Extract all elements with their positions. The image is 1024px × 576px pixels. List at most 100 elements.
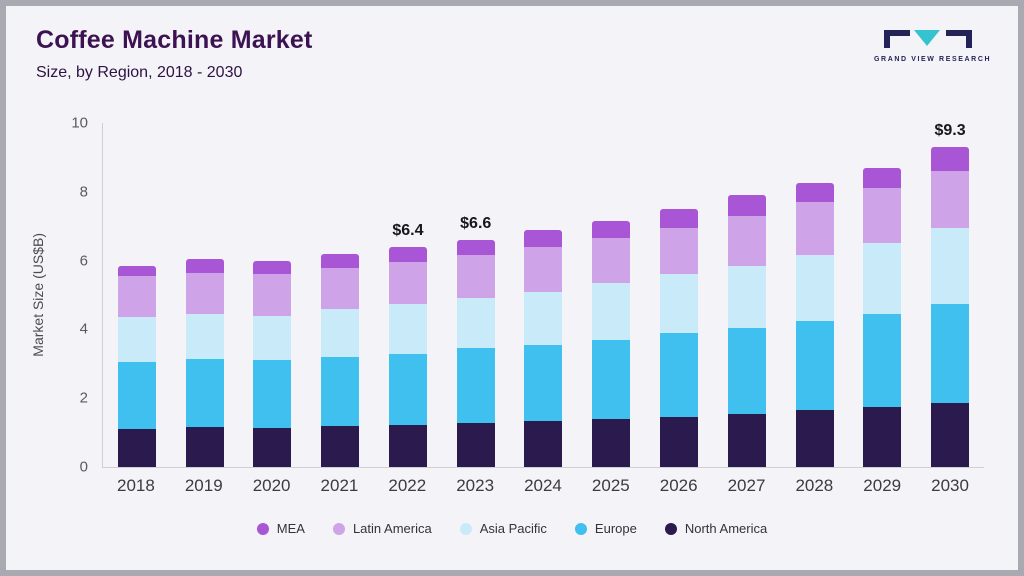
legend-item-north-america: North America xyxy=(664,521,768,536)
bar-stack xyxy=(524,229,563,467)
bar-segment-latin-america xyxy=(727,215,766,266)
bar-value-label: $9.3 xyxy=(934,122,966,140)
legend-item-mea: MEA xyxy=(256,521,305,536)
legend-color-dot xyxy=(664,522,677,535)
bar-segment-latin-america xyxy=(456,255,495,299)
bar-segment-latin-america xyxy=(931,171,970,228)
bar-stack xyxy=(321,253,360,467)
y-tick-label: 2 xyxy=(79,389,88,407)
bar-segment-europe xyxy=(185,358,224,428)
bar-segment-latin-america xyxy=(253,274,292,316)
legend-color-dot xyxy=(459,522,472,535)
bar-segment-north-america xyxy=(727,413,766,467)
x-tick-label: 2018 xyxy=(117,476,155,495)
bar-segment-europe xyxy=(321,356,360,427)
bar-segment-mea xyxy=(388,246,427,263)
bar-column-2029 xyxy=(848,123,916,467)
bar-segment-europe xyxy=(592,339,631,419)
bar-segment-latin-america xyxy=(321,267,360,309)
y-tick-label: 10 xyxy=(71,114,88,132)
bar-segment-asia-pacific xyxy=(253,315,292,361)
bar-segment-asia-pacific xyxy=(185,313,224,359)
bar-stack xyxy=(388,246,427,467)
bar-segment-mea xyxy=(321,253,360,268)
bar-segment-mea xyxy=(795,183,834,203)
x-tick-label: 2020 xyxy=(252,476,291,495)
bar-segment-asia-pacific xyxy=(863,243,902,314)
bar-segment-europe xyxy=(660,332,698,418)
x-tick-label: 2021 xyxy=(320,476,359,495)
bar-segment-north-america xyxy=(592,418,631,467)
y-tick-label: 4 xyxy=(79,320,88,338)
bar-segment-asia-pacific xyxy=(660,274,698,333)
bar-segment-europe xyxy=(795,320,834,411)
bar-column-2020 xyxy=(239,123,307,467)
x-tick-label: 2022 xyxy=(388,476,427,495)
bar-segment-europe xyxy=(863,313,902,407)
bar-segment-asia-pacific xyxy=(321,308,360,357)
bar-segment-europe xyxy=(456,348,495,424)
bar-segment-north-america xyxy=(321,426,360,467)
x-tick-label: 2027 xyxy=(727,476,766,495)
bar-value-label: $6.4 xyxy=(392,221,424,239)
bar-segment-asia-pacific xyxy=(117,317,156,363)
bar-column-2030: $9.3 xyxy=(916,122,984,467)
bar-segment-asia-pacific xyxy=(795,255,834,321)
bar-column-2027 xyxy=(713,123,781,467)
x-tick-label: 2019 xyxy=(184,476,223,495)
bar-segment-mea xyxy=(931,147,970,172)
plot-area: $6.4 $6.6 $9.3 xyxy=(102,122,984,468)
legend-label: North America xyxy=(684,521,768,536)
bar-segment-europe xyxy=(931,303,970,404)
bar-column-2025 xyxy=(577,123,645,467)
legend-color-dot xyxy=(574,522,587,535)
bar-column-2026 xyxy=(645,123,713,467)
y-tick-label: 8 xyxy=(79,183,88,201)
bar-column-2019 xyxy=(171,123,239,467)
x-tick-label: 2030 xyxy=(931,476,969,495)
x-tick-label: 2024 xyxy=(524,476,562,495)
bar-segment-europe xyxy=(524,344,563,422)
bar-segment-north-america xyxy=(660,417,698,467)
bar-segment-europe xyxy=(117,362,156,430)
chart-legend: MEA Latin America Asia Pacific Europe North … xyxy=(6,521,1018,536)
bar-segment-mea xyxy=(592,221,631,239)
bar-stack xyxy=(185,258,224,467)
y-axis-title: Market Size (US$B) xyxy=(30,233,46,357)
bar-segment-north-america xyxy=(185,427,224,467)
bar-segment-asia-pacific xyxy=(931,227,970,304)
bar-segment-asia-pacific xyxy=(727,265,766,328)
bar-segment-mea xyxy=(253,260,292,275)
legend-label: MEA xyxy=(276,521,305,536)
bar-segment-asia-pacific xyxy=(388,303,427,354)
x-axis-labels: 2018 2019 2020 2021 2022 2023 2024 2025 2026 2027… xyxy=(102,476,984,496)
legend-item-latin-america: Latin America xyxy=(332,521,432,536)
bar-segment-mea xyxy=(727,195,766,216)
header: Coffee Machine Market Size, by Region, 2… xyxy=(36,26,313,82)
x-tick-label: 2029 xyxy=(863,476,902,495)
bar-segment-mea xyxy=(117,265,156,277)
bar-segment-mea xyxy=(863,167,902,189)
bar-segment-asia-pacific xyxy=(456,298,495,349)
bar-stack xyxy=(931,147,970,467)
bar-segment-north-america xyxy=(456,423,495,467)
bar-segment-mea xyxy=(660,209,698,228)
bar-segment-north-america xyxy=(931,403,970,467)
bar-column-2018 xyxy=(103,123,171,467)
legend-color-dot xyxy=(256,522,269,535)
bar-column-2024 xyxy=(510,123,578,467)
bar-stack xyxy=(592,221,631,467)
bar-stack xyxy=(660,209,698,467)
bar-value-label: $6.6 xyxy=(460,214,492,232)
y-tick-label: 6 xyxy=(79,252,88,270)
bar-segment-latin-america xyxy=(388,262,427,304)
legend-item-europe: Europe xyxy=(574,521,637,536)
page-subtitle: Size, by Region, 2018 - 2030 xyxy=(36,64,243,81)
y-tick-label: 0 xyxy=(79,458,88,476)
bar-segment-mea xyxy=(524,229,563,247)
bar-segment-europe xyxy=(727,327,766,414)
brand-logo: GRAND VIEW RESEARCH xyxy=(874,28,990,63)
bar-column-2021 xyxy=(306,123,374,467)
bar-segment-europe xyxy=(253,360,292,429)
